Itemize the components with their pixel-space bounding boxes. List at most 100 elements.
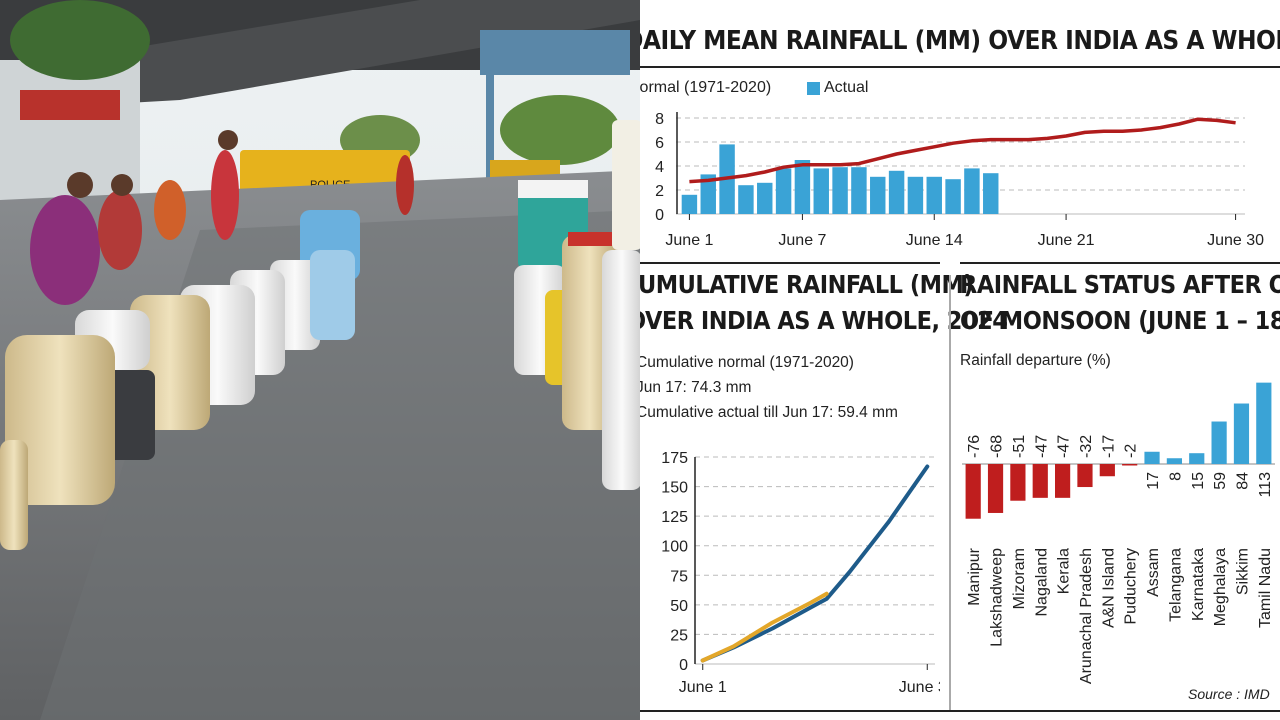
status-category-8: Assam	[1145, 548, 1162, 597]
cum-y-tick-0: 0	[679, 657, 688, 674]
column-divider	[949, 275, 951, 710]
status-category-5: Arunachal Pradesh	[1078, 548, 1095, 684]
status-title-line2: OF MONSOON (JUNE 1 – 18)	[960, 306, 1280, 335]
bar-actual-day-11	[870, 176, 886, 214]
rainfall-infographic: DAILY MEAN RAINFALL (MM) OVER INDIA AS A…	[640, 0, 1280, 720]
y-tick-4: 8	[655, 111, 664, 128]
bar-actual-day-2	[700, 174, 716, 214]
bar-actual-day-7	[794, 160, 811, 214]
status-category-10: Karnataka	[1190, 548, 1207, 621]
y-tick-1: 2	[655, 183, 664, 200]
x-tick-label-1: June 7	[778, 232, 826, 249]
bar-actual-day-1	[681, 194, 698, 214]
bar-status-3	[1032, 464, 1048, 498]
bar-actual-day-15	[945, 179, 961, 214]
status-category-11: Meghalaya	[1212, 548, 1229, 626]
status-category-4: Kerala	[1056, 548, 1073, 594]
title-rule	[640, 66, 1280, 68]
cum-y-tick-4: 100	[661, 539, 688, 556]
status-category-9: Telangana	[1167, 548, 1184, 622]
x-tick-label-3: June 21	[1038, 232, 1095, 249]
status-category-2: Mizoram	[1011, 548, 1028, 609]
status-ylabel: Rainfall departure (%)	[960, 352, 1111, 369]
status-category-13: Tamil Nadu	[1257, 548, 1274, 628]
status-value-10: 15	[1190, 472, 1207, 490]
rainfall-status-chart: -76 Manipur -68 Lakshadweep -51 Mizoram -47 Nag…	[962, 382, 1275, 684]
status-value-3: -47	[1033, 435, 1050, 458]
source-note: Source : IMD	[1188, 686, 1270, 702]
bar-actual-day-12	[888, 170, 905, 214]
cum-y-tick-5: 125	[661, 509, 688, 526]
water-cans	[0, 120, 640, 550]
bar-status-8	[1144, 451, 1160, 464]
bar-status-10	[1189, 453, 1205, 464]
status-value-8: 17	[1145, 472, 1162, 490]
cum-y-tick-2: 50	[670, 598, 688, 615]
cumulative-note-actual: Cumulative actual till Jun 17: 59.4 mm	[640, 404, 898, 421]
cumulative-actual-line	[700, 591, 829, 663]
cum-y-tick-6: 150	[661, 480, 688, 497]
water-cans-photo: POLICE	[0, 0, 640, 720]
daily-chart-title: DAILY MEAN RAINFALL (MM) OVER INDIA AS A…	[640, 26, 1280, 56]
status-value-2: -51	[1011, 435, 1028, 458]
cumulative-note-normal: Cumulative normal (1971-2020)	[640, 354, 854, 371]
x-tick-label-2: June 14	[906, 232, 963, 249]
cumulative-title-line1: CUMULATIVE RAINFALL (MM)	[640, 270, 974, 299]
bar-status-6	[1099, 464, 1115, 477]
status-category-6: A&N Island	[1100, 548, 1117, 628]
bar-status-12	[1233, 403, 1250, 464]
status-category-3: Nagaland	[1033, 548, 1050, 617]
status-category-12: Sikkim	[1234, 548, 1251, 595]
status-category-0: Manipur	[966, 547, 983, 605]
y-tick-2: 4	[655, 159, 664, 176]
bar-actual-day-13	[907, 176, 924, 214]
bar-status-9	[1166, 458, 1182, 464]
bar-status-1	[987, 464, 1004, 513]
women-queue	[30, 130, 414, 305]
cumulative-title-line2: OVER INDIA AS A WHOLE, 2024	[640, 306, 1008, 335]
status-value-4: -47	[1056, 435, 1073, 458]
bar-actual-day-5	[757, 182, 773, 214]
x-tick-label-4: June 30	[1207, 232, 1264, 249]
status-value-7: -2	[1123, 444, 1140, 458]
status-value-1: -68	[989, 435, 1006, 458]
bar-actual-day-16	[964, 168, 980, 214]
status-category-7: Puduchery	[1123, 548, 1140, 625]
status-rule	[960, 262, 1280, 264]
daily-rainfall-chart: 0 2 4 6 8 June 1 June 7 June 14 June 21 June 30	[655, 111, 1264, 249]
bar-status-13	[1256, 382, 1272, 464]
bottom-rule	[640, 710, 1280, 712]
status-value-13: 113	[1257, 472, 1274, 498]
bar-actual-day-4	[738, 185, 754, 214]
status-value-5: -32	[1078, 435, 1095, 458]
bar-status-4	[1055, 464, 1071, 498]
cumulative-rule	[640, 262, 940, 264]
cumulative-normal-line	[700, 464, 930, 663]
cum-y-tick-7: 175	[661, 450, 688, 467]
status-value-0: -76	[966, 435, 983, 458]
y-tick-3: 6	[655, 135, 664, 152]
cum-y-tick-3: 75	[670, 568, 688, 585]
bar-actual-day-9	[832, 167, 848, 214]
legend-actual-swatch	[807, 82, 820, 95]
bar-status-7	[1122, 464, 1138, 466]
status-value-12: 84	[1234, 472, 1251, 490]
status-category-1: Lakshadweep	[989, 548, 1006, 647]
bar-actual-day-14	[926, 176, 942, 214]
legend-actual: Actual	[824, 79, 869, 96]
legend-normal: Normal (1971-2020)	[640, 79, 772, 96]
bar-status-2	[1010, 464, 1026, 501]
cumulative-note-jun17: Jun 17: 74.3 mm	[640, 379, 752, 396]
cum-y-tick-1: 25	[670, 627, 688, 644]
status-value-6: -17	[1100, 435, 1117, 458]
bar-status-11	[1211, 421, 1227, 464]
bar-actual-day-6	[775, 168, 792, 214]
cumulative-rainfall-chart: 0 25 50 75 100 125 150 175 June 1 June 30	[661, 450, 940, 696]
cum-x-tick-label-1: June 30	[899, 679, 940, 696]
status-value-9: 8	[1167, 472, 1184, 481]
status-value-11: 59	[1212, 472, 1229, 490]
bar-actual-day-17	[983, 173, 999, 214]
normal-line	[689, 117, 1236, 184]
bar-status-0	[965, 464, 981, 519]
y-tick-0: 0	[655, 207, 664, 224]
